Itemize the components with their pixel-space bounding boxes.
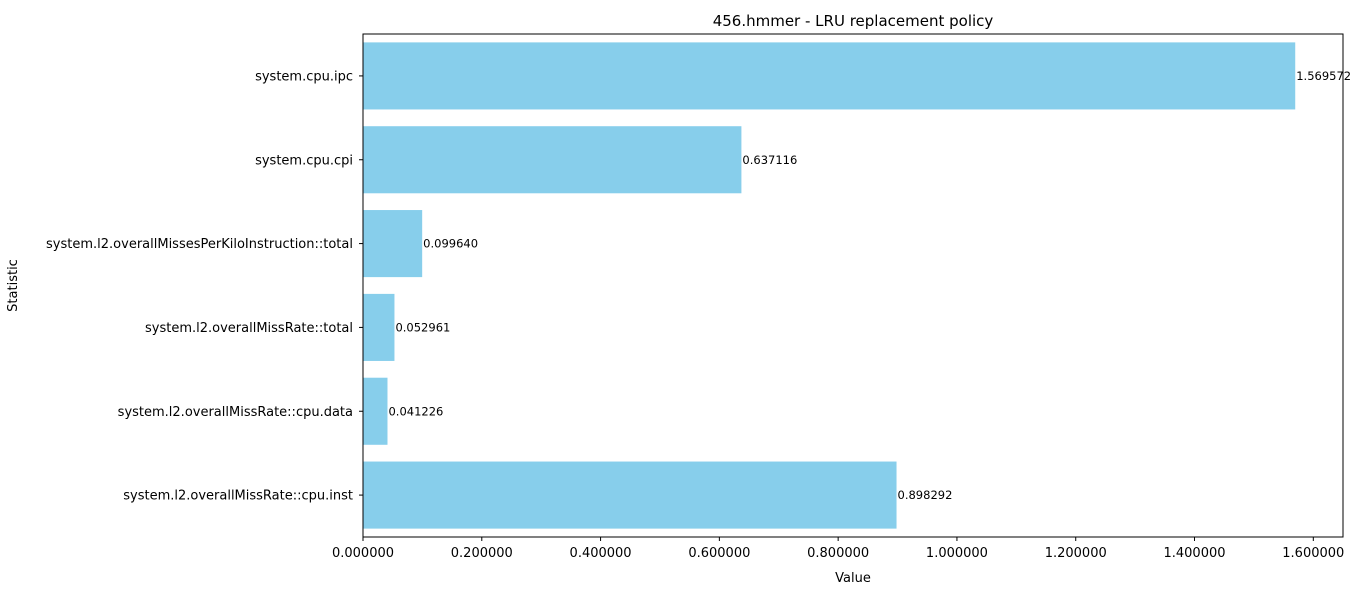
x-tick-label: 0.800000 [807,546,869,561]
y-tick-label: system.l2.overallMissRate::total [145,321,353,336]
value-labels-group: 1.569572 0.637116 0.099640 0.052961 0.041226… [388,69,1351,502]
bar [363,42,1296,110]
value-label: 0.052961 [395,320,450,334]
value-label: 1.569572 [1296,69,1351,83]
bar [363,377,388,445]
value-label: 0.898292 [898,488,953,502]
x-tick-label: 1.200000 [1045,546,1107,561]
bar [363,126,742,194]
bar [363,293,395,361]
x-tick-label: 0.400000 [570,546,632,561]
y-tick-label: system.l2.overallMissRate::cpu.data [118,405,353,420]
y-tick-label: system.cpu.ipc [255,69,353,84]
y-axis-label: Statistic [6,259,21,312]
bars-group [363,42,1296,529]
y-tick-label: system.cpu.cpi [255,153,353,168]
value-label: 0.041226 [388,404,443,418]
x-tick-label: 0.000000 [332,546,394,561]
x-tick-label: 1.000000 [926,546,988,561]
x-axis: 0.000000 0.200000 0.400000 0.600000 0.800000… [332,537,1344,561]
value-label: 0.637116 [742,153,797,167]
y-tick-label: system.l2.overallMissRate::cpu.inst [123,489,353,504]
plot-frame [362,33,1344,538]
y-tick-label: system.l2.overallMissesPerKiloInstructio… [46,237,353,252]
x-tick-label: 1.400000 [1163,546,1225,561]
value-label: 0.099640 [423,237,478,251]
bar [363,210,423,278]
x-axis-label: Value [835,571,871,586]
y-axis: system.cpu.ipc system.cpu.cpi system.l2.ov… [46,69,363,504]
chart-title: 456.hmmer - LRU replacement policy [713,12,994,30]
bar [363,461,897,529]
x-tick-label: 0.200000 [451,546,513,561]
x-tick-label: 1.600000 [1282,546,1344,561]
x-tick-label: 0.600000 [688,546,750,561]
